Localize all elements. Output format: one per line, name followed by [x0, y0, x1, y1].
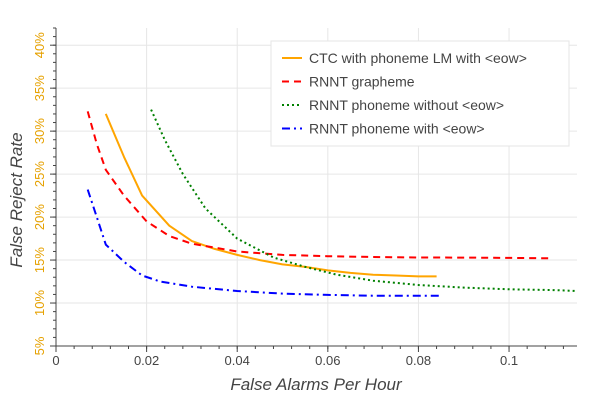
- y-tick-label: 35%: [32, 75, 47, 101]
- y-axis-ticks: 5% 10% 15% 20% 25% 30% 35% 40%: [32, 27, 56, 355]
- series-line-2: [86, 111, 550, 260]
- legend-box: [270, 40, 570, 147]
- y-axis-label: False Reject Rate: [7, 132, 26, 267]
- x-tick-label: 0.02: [134, 353, 159, 368]
- y-tick-label: 5%: [32, 336, 47, 355]
- legend: CTC with phoneme LM with <eow> RNNT graph…: [270, 40, 570, 147]
- legend-label-2: RNNT grapheme: [309, 74, 415, 90]
- x-tick-label: 0: [52, 353, 59, 368]
- legend-label-1: CTC with phoneme LM with <eow>: [309, 50, 527, 66]
- x-tick-label: 0.06: [315, 353, 340, 368]
- series-line-1: [104, 113, 437, 278]
- x-axis-ticks: 0 0.02 0.04 0.06 0.08 0.1: [52, 346, 564, 368]
- y-tick-label: 20%: [32, 204, 47, 230]
- axes: [55, 28, 577, 347]
- x-tick-label: 0.1: [500, 353, 518, 368]
- x-tick-label: 0.08: [406, 353, 431, 368]
- legend-label-4: RNNT phoneme with <eow>: [309, 121, 485, 137]
- y-tick-label: 25%: [32, 161, 47, 187]
- y-tick-label: 15%: [32, 247, 47, 273]
- series-line-4: [86, 189, 442, 297]
- y-tick-label: 10%: [32, 290, 47, 316]
- x-axis-label: False Alarms Per Hour: [230, 375, 403, 394]
- y-tick-label: 30%: [32, 118, 47, 144]
- x-tick-label: 0.04: [225, 353, 250, 368]
- series-lines: [86, 109, 578, 297]
- legend-label-3: RNNT phoneme without <eow>: [309, 97, 504, 113]
- y-tick-label: 40%: [32, 32, 47, 58]
